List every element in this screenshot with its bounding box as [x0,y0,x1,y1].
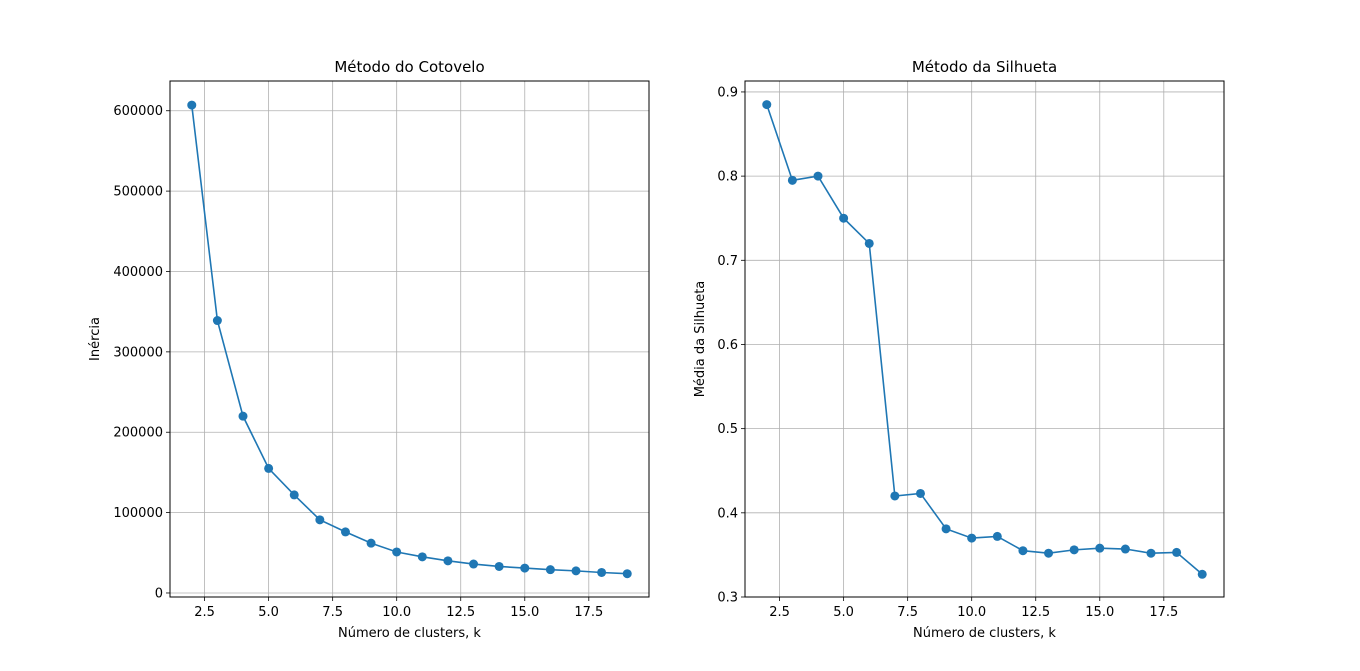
silhouette-y-tick-label: 0.6 [717,338,738,353]
elbow-x-tick-label: 7.5 [322,605,343,620]
elbow-data-point [340,527,350,537]
elbow-y-tick-label: 300000 [113,345,163,360]
silhouette-x-tick-label: 12.5 [1021,605,1050,620]
elbow-data-point [571,566,581,576]
elbow-data-point [289,490,299,500]
elbow-data-point [469,559,479,569]
elbow-data-point [392,547,402,557]
silhouette-data-point [1172,547,1182,557]
elbow-y-tick-label: 400000 [113,265,163,280]
elbow-data-point [443,556,453,566]
elbow-y-axis-label: Inércia [88,317,103,361]
elbow-y-tick-label: 100000 [113,506,163,521]
elbow-data-point [212,316,222,326]
elbow-data-point [264,463,274,473]
silhouette-data-point [1044,548,1054,558]
elbow-series [187,100,632,579]
silhouette-ticks: 2.5 5.0 7.5 10.0 12.5 15.0 17.5 0.3 0.4 0.5 0.6 0.7… [717,85,1178,620]
silhouette-x-tick-label: 5.0 [833,605,854,620]
elbow-data-point [545,565,555,575]
silhouette-y-tick-label: 0.4 [717,506,738,521]
silhouette-data-point [941,524,951,534]
elbow-chart-title: Método do Cotovelo [334,58,484,76]
elbow-data-point [520,563,530,573]
silhouette-y-tick-label: 0.8 [717,170,738,185]
silhouette-x-tick-label: 17.5 [1149,605,1178,620]
silhouette-axes-frame [744,80,1225,598]
silhouette-data-point [915,488,925,498]
elbow-x-tick-label: 17.5 [574,605,603,620]
silhouette-y-tick-label: 0.7 [717,254,738,269]
elbow-y-tick-label: 200000 [113,426,163,441]
elbow-x-tick-label: 2.5 [194,605,215,620]
silhouette-chart-title: Método da Silhueta [912,58,1057,76]
silhouette-chart: 2.5 5.0 7.5 10.0 12.5 15.0 17.5 0.3 0.4 0.5 0.6 0.7… [693,58,1225,641]
silhouette-data-point [967,533,977,543]
elbow-x-axis-label: Número de clusters, k [338,626,481,641]
silhouette-series [762,100,1207,579]
silhouette-data-point [1120,544,1130,554]
elbow-x-tick-label: 15.0 [510,605,539,620]
silhouette-data-point [1095,543,1105,553]
elbow-data-point [238,411,248,421]
silhouette-data-point [1197,569,1207,579]
silhouette-data-point [787,175,797,185]
silhouette-x-tick-label: 10.0 [957,605,986,620]
elbow-data-point [187,100,197,110]
elbow-x-tick-label: 12.5 [446,605,475,620]
silhouette-data-point [839,213,849,223]
silhouette-x-tick-label: 7.5 [897,605,918,620]
silhouette-y-tick-label: 0.9 [717,85,738,100]
elbow-ticks: 2.5 5.0 7.5 10.0 12.5 15.0 17.5 0 100000 200000 30… [113,104,603,620]
silhouette-data-point [864,238,874,248]
elbow-data-point [315,515,325,525]
silhouette-data-point [813,171,823,181]
silhouette-data-point [890,491,900,501]
silhouette-data-point [992,531,1002,541]
elbow-data-point [494,561,504,571]
elbow-x-tick-label: 10.0 [382,605,411,620]
elbow-y-tick-label: 500000 [113,185,163,200]
elbow-data-point [366,538,376,548]
silhouette-x-tick-label: 15.0 [1085,605,1114,620]
elbow-axes-frame [169,80,650,598]
elbow-y-tick-label: 0 [155,586,163,601]
silhouette-y-tick-label: 0.5 [717,422,738,437]
silhouette-x-axis-label: Número de clusters, k [913,626,1056,641]
silhouette-data-point [1069,545,1079,555]
elbow-grid [170,81,649,597]
elbow-data-point [597,567,607,577]
silhouette-data-point [1018,546,1028,556]
elbow-y-tick-label: 600000 [113,104,163,119]
elbow-data-point [417,552,427,562]
silhouette-y-axis-label: Média da Silhueta [693,281,708,398]
silhouette-data-point [762,100,772,110]
elbow-data-point [622,569,632,579]
elbow-x-tick-label: 5.0 [258,605,279,620]
silhouette-x-tick-label: 2.5 [769,605,790,620]
silhouette-y-tick-label: 0.3 [717,591,738,606]
elbow-chart: 2.5 5.0 7.5 10.0 12.5 15.0 17.5 0 100000 200000 30… [88,58,650,641]
silhouette-data-point [1146,548,1156,558]
